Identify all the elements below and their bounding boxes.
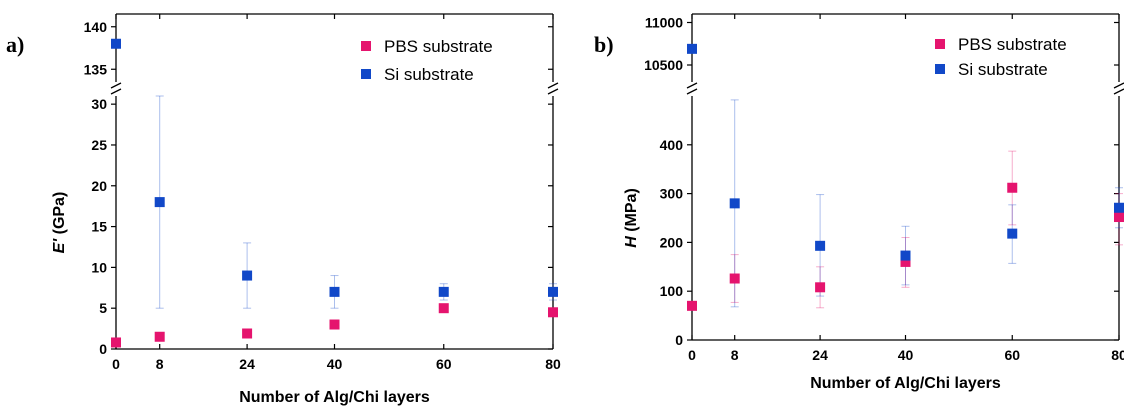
data-point-si (687, 43, 697, 54)
data-point-si (729, 198, 740, 209)
x-tick-label: 40 (327, 356, 343, 372)
y-tick-label: 0 (99, 341, 107, 357)
x-tick-label: 60 (1004, 347, 1020, 363)
y-tick-label: 10500 (644, 57, 683, 73)
chart-panel-a: a) 0 8 24 40 60 80 0 5 10 15 20 25 30 135 140 Number of … (6, 13, 561, 406)
data-point-si (900, 250, 911, 261)
data-point-si (1007, 228, 1018, 239)
panel-label: b) (594, 32, 614, 57)
y-tick-label: 5 (99, 300, 107, 316)
x-tick-label: 24 (239, 356, 255, 372)
x-tick-label: 0 (688, 347, 696, 363)
legend-marker (935, 39, 945, 49)
y-tick-label: 200 (660, 234, 684, 250)
data-point-pbs (1114, 212, 1124, 223)
y-axis-title-symbol: E' (51, 238, 68, 254)
y-axis-title-unit: (GPa) (51, 192, 68, 239)
data-point-pbs (329, 319, 340, 330)
legend-label: Si substrate (958, 60, 1048, 79)
data-point-pbs (729, 273, 740, 284)
x-axis-title: Number of Alg/Chi layers (239, 389, 430, 406)
y-tick-label: 30 (91, 96, 107, 112)
y-tick-label: 300 (660, 186, 684, 202)
axis-break-mark (1113, 82, 1124, 89)
data-point-pbs (1007, 182, 1018, 193)
y-tick-label: 100 (660, 283, 684, 299)
data-point-si (329, 286, 340, 297)
data-point-pbs (111, 337, 121, 348)
data-point-si (111, 38, 121, 49)
data-point-si (1114, 202, 1124, 213)
y-tick-label: 140 (84, 19, 108, 35)
data-point-pbs (548, 307, 558, 318)
data-point-pbs (900, 256, 911, 267)
data-point-si (548, 286, 558, 297)
legend-marker (361, 69, 371, 79)
y-axis-title: E' (GPa) (51, 192, 68, 254)
data-point-pbs (242, 328, 253, 339)
data-point-si (242, 270, 253, 281)
axis-break-mark (547, 88, 559, 95)
y-tick-label: 400 (660, 137, 684, 153)
y-tick-label: 135 (84, 61, 108, 77)
y-axis-title: H (MPa) (623, 188, 640, 248)
x-tick-label: 8 (156, 356, 164, 372)
y-axis-title-unit: (MPa) (623, 188, 640, 236)
axis-break-mark (110, 82, 122, 89)
y-tick-label: 20 (91, 178, 107, 194)
x-axis-title: Number of Alg/Chi layers (810, 375, 1001, 392)
legend-label: PBS substrate (958, 35, 1067, 54)
x-tick-label: 40 (898, 347, 914, 363)
y-axis-title-symbol: H (623, 236, 640, 248)
data-point-si (815, 240, 826, 251)
axis-break-mark (1113, 88, 1124, 95)
y-tick-label: 11000 (645, 15, 683, 31)
x-tick-label: 8 (731, 347, 739, 363)
legend-label: PBS substrate (384, 37, 493, 56)
data-point-pbs (438, 303, 449, 314)
axis-break-mark (110, 88, 122, 95)
data-point-pbs (154, 331, 165, 342)
panel-label: a) (6, 32, 24, 57)
x-tick-label: 80 (1111, 347, 1124, 363)
legend-label: Si substrate (384, 65, 474, 84)
x-tick-label: 0 (112, 356, 120, 372)
y-tick-label: 15 (91, 219, 107, 235)
legend-marker (361, 41, 371, 51)
y-tick-label: 10 (91, 259, 107, 275)
data-point-si (154, 197, 165, 208)
y-tick-label: 0 (675, 332, 683, 348)
data-point-pbs (815, 282, 826, 293)
axis-break-mark (686, 88, 698, 95)
x-tick-label: 80 (545, 356, 561, 372)
data-point-si (438, 286, 449, 297)
x-tick-label: 24 (812, 347, 828, 363)
chart-panel-b: b) 0 8 24 40 60 80 0 100 200 300 400 10500 11000 Numbe… (594, 13, 1124, 392)
legend-marker (935, 64, 945, 74)
axis-break-mark (547, 82, 559, 89)
y-tick-label: 25 (91, 137, 107, 153)
data-point-pbs (687, 300, 697, 311)
axis-break-mark (686, 82, 698, 89)
x-tick-label: 60 (436, 356, 452, 372)
